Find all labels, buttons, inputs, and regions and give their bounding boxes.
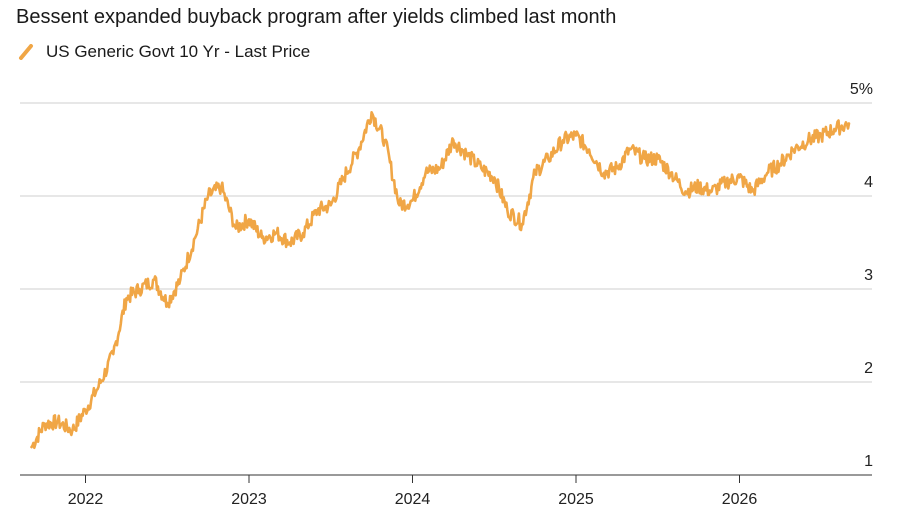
- y-tick-label: 1: [864, 453, 873, 470]
- legend-label: US Generic Govt 10 Yr - Last Price: [46, 42, 311, 61]
- x-tick-label: 2024: [395, 491, 431, 508]
- y-tick-label: 2: [864, 360, 873, 377]
- y-tick-label: 3: [864, 267, 873, 284]
- y-tick-label: 4: [864, 174, 873, 191]
- x-tick-label: 2023: [231, 491, 267, 508]
- x-axis-labels: 2022 2023 2024 2025 2026: [68, 491, 758, 508]
- x-tick-label: 2026: [722, 491, 758, 508]
- x-tick-label: 2025: [558, 491, 594, 508]
- grid-lines: [20, 102, 872, 383]
- y-tick-label: 5%: [850, 81, 873, 98]
- x-tick-label: 2022: [68, 491, 104, 508]
- chart-legend: US Generic Govt 10 Yr - Last Price: [18, 42, 310, 62]
- legend-swatch-icon: [19, 44, 33, 60]
- x-axis: [20, 474, 872, 483]
- chart-title: Bessent expanded buyback program after y…: [16, 6, 617, 28]
- y-axis-labels: 1 2 3 4 5%: [850, 81, 873, 470]
- series-line-us-10yr: [30, 111, 851, 450]
- series-layer: [30, 111, 851, 450]
